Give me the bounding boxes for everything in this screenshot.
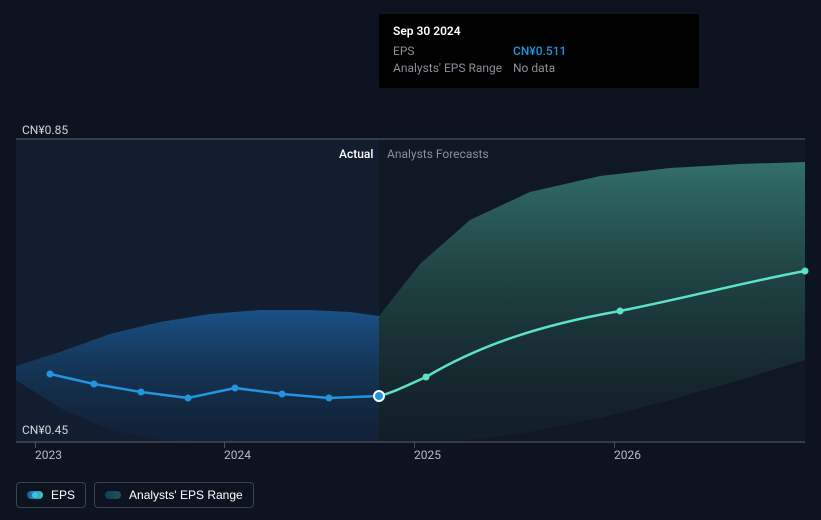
tooltip-rows: EPSCN¥0.511Analysts' EPS RangeNo data xyxy=(393,44,685,75)
tooltip-row-value: CN¥0.511 xyxy=(513,44,566,58)
tooltip-row-label: Analysts' EPS Range xyxy=(393,61,513,75)
section-label-forecast: Analysts Forecasts xyxy=(387,147,489,161)
y-axis-label-bottom: CN¥0.45 xyxy=(22,423,68,437)
tooltip-row-label: EPS xyxy=(393,44,513,58)
tooltip-row: Analysts' EPS RangeNo data xyxy=(393,61,685,75)
legend-item-eps[interactable]: EPS xyxy=(16,482,86,508)
chart-legend: EPS Analysts' EPS Range xyxy=(16,482,254,508)
eps-forecast-chart: Sep 30 2024 EPSCN¥0.511Analysts' EPS Ran… xyxy=(0,0,821,520)
legend-swatch-range xyxy=(105,491,121,499)
chart-tooltip: Sep 30 2024 EPSCN¥0.511Analysts' EPS Ran… xyxy=(379,14,699,88)
section-label-actual: Actual xyxy=(339,147,373,161)
y-axis-label-top: CN¥0.85 xyxy=(22,123,68,137)
x-tick-label: 2026 xyxy=(614,448,641,462)
legend-swatch-eps xyxy=(27,491,43,499)
tooltip-row: EPSCN¥0.511 xyxy=(393,44,685,58)
x-tick-label: 2024 xyxy=(224,448,251,462)
legend-label: Analysts' EPS Range xyxy=(129,488,243,502)
x-tick-label: 2023 xyxy=(35,448,62,462)
x-tick-label: 2025 xyxy=(414,448,441,462)
legend-item-range[interactable]: Analysts' EPS Range xyxy=(94,482,254,508)
legend-label: EPS xyxy=(51,488,75,502)
tooltip-date: Sep 30 2024 xyxy=(393,24,685,38)
tooltip-row-value: No data xyxy=(513,61,555,75)
